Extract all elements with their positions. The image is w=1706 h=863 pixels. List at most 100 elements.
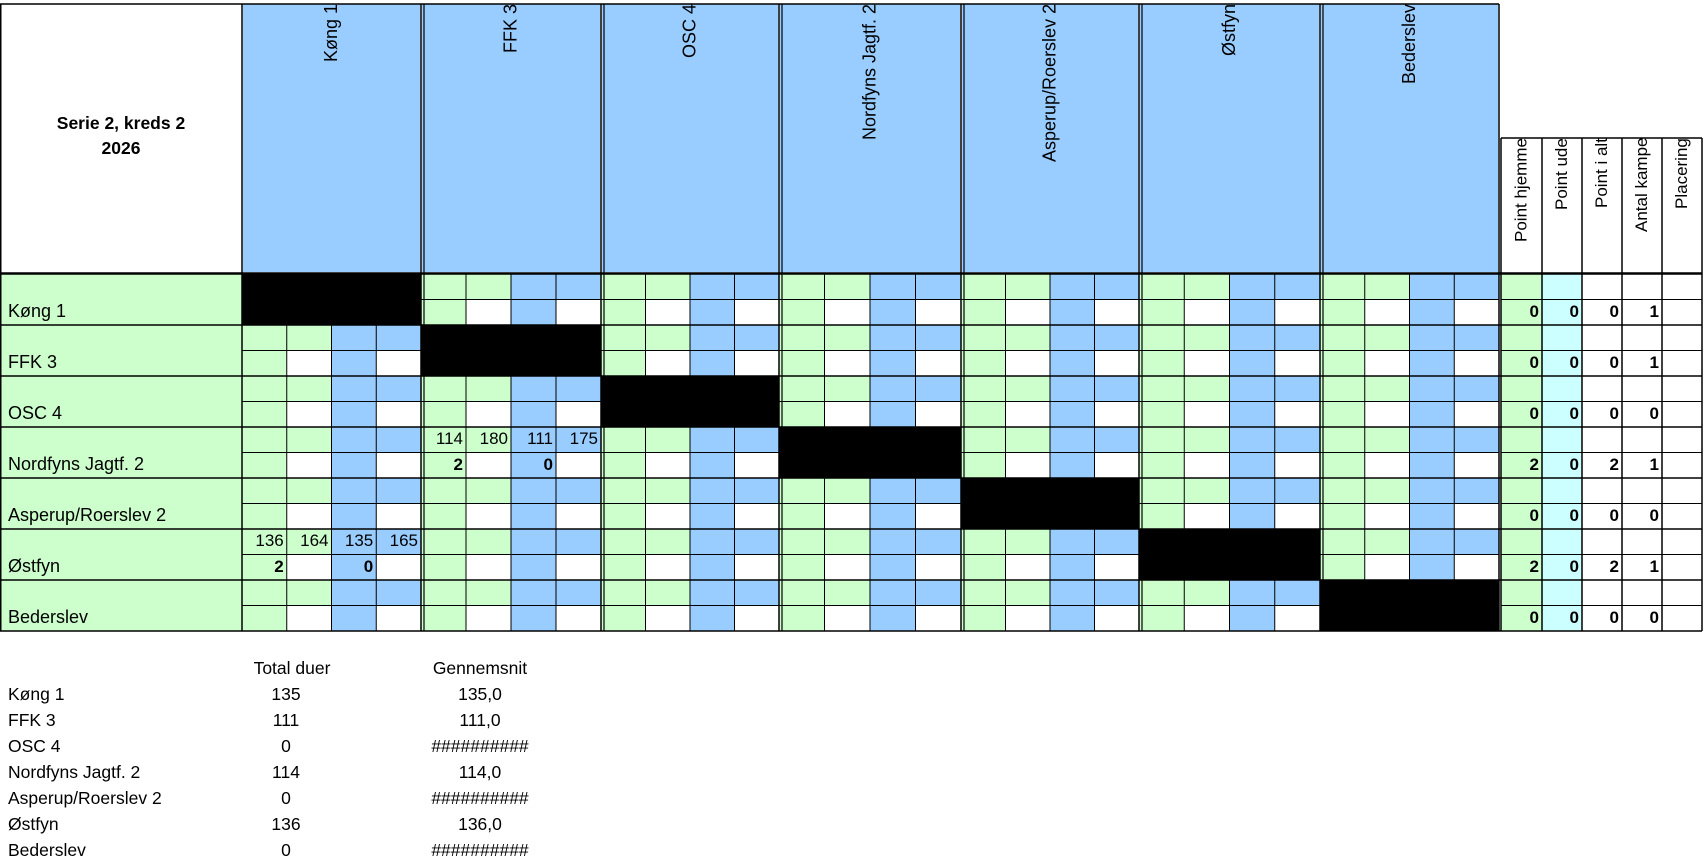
- score-cell: [1184, 325, 1230, 351]
- points-cell: [734, 350, 779, 376]
- stat-value-ude[interactable]: 0: [1569, 607, 1579, 627]
- stat-header: Point ude: [1552, 138, 1571, 210]
- diagonal-block: [1320, 580, 1499, 631]
- score-cell: [1094, 376, 1139, 402]
- stat-value-i_alt[interactable]: 0: [1609, 403, 1619, 423]
- match-score[interactable]: 165: [389, 531, 418, 550]
- score-cell: [779, 478, 825, 504]
- match-points[interactable]: [556, 453, 601, 479]
- points-cell: [690, 605, 735, 631]
- stat-value-i_alt[interactable]: 2: [1609, 454, 1619, 474]
- column-header-team: Bederslev: [1399, 4, 1419, 85]
- match-score[interactable]: 175: [569, 429, 598, 448]
- points-cell: [645, 503, 690, 529]
- stat-value-hjemme[interactable]: 2: [1529, 454, 1539, 474]
- score-cell: [1094, 529, 1139, 555]
- match-points[interactable]: [287, 555, 332, 581]
- match-score[interactable]: 114: [435, 429, 463, 448]
- score-cell: [1454, 427, 1499, 453]
- points-cell: [1050, 299, 1095, 325]
- score-cell: [824, 274, 870, 300]
- score-cell: [1364, 529, 1410, 555]
- stat-value-hjemme[interactable]: 0: [1529, 403, 1539, 423]
- stat-value-i_alt[interactable]: 0: [1609, 301, 1619, 321]
- stat-value-i_alt[interactable]: 2: [1609, 556, 1619, 576]
- points-cell: [286, 503, 332, 529]
- match-score[interactable]: 111: [527, 429, 553, 448]
- match-points[interactable]: 0: [543, 454, 553, 474]
- stat-value-ude[interactable]: 0: [1569, 301, 1579, 321]
- points-cell: [1229, 605, 1275, 631]
- stat-value-i_alt[interactable]: 0: [1609, 505, 1619, 525]
- stat-value-kampe[interactable]: 1: [1649, 301, 1659, 321]
- score-cell: [376, 529, 421, 555]
- match-points[interactable]: [466, 453, 511, 479]
- stat-value-i_alt[interactable]: 0: [1609, 352, 1619, 372]
- match-points[interactable]: 2: [274, 556, 284, 576]
- match-score[interactable]: 164: [300, 531, 329, 550]
- match-points[interactable]: [376, 555, 421, 581]
- stat-value-placering[interactable]: [1662, 555, 1702, 581]
- match-score[interactable]: 180: [479, 429, 508, 448]
- score-cell: [1094, 580, 1139, 606]
- points-cell: [601, 350, 646, 376]
- stat-value-kampe[interactable]: 0: [1649, 607, 1659, 627]
- stat-value-ude[interactable]: 0: [1569, 556, 1579, 576]
- score-cell: [1320, 427, 1365, 453]
- score-cell: [286, 376, 332, 402]
- stat-value-ude[interactable]: 0: [1569, 505, 1579, 525]
- stat-value-kampe[interactable]: 1: [1649, 556, 1659, 576]
- points-cell: [1184, 401, 1230, 427]
- stat-value-placering[interactable]: [1662, 351, 1702, 377]
- points-cell: [870, 503, 916, 529]
- score-cell: [556, 427, 601, 453]
- points-cell: [690, 350, 735, 376]
- points-cell: [734, 452, 779, 478]
- points-cell: [645, 452, 690, 478]
- score-cell: [1094, 274, 1139, 300]
- stat-header: Point i alt: [1592, 138, 1611, 208]
- stat-value-placering[interactable]: [1662, 402, 1702, 428]
- stat-value-hjemme[interactable]: 0: [1529, 301, 1539, 321]
- row-header-team: FFK 3: [8, 352, 58, 372]
- score-cell: [466, 376, 511, 402]
- match-points[interactable]: 2: [453, 454, 463, 474]
- match-score[interactable]: 136: [255, 531, 284, 550]
- stat-value-kampe[interactable]: 0: [1649, 505, 1659, 525]
- points-cell: [915, 350, 961, 376]
- stat-value-hjemme[interactable]: 2: [1529, 556, 1539, 576]
- points-cell: [915, 503, 961, 529]
- stat-value-i_alt[interactable]: 0: [1609, 607, 1619, 627]
- score-cell: [331, 580, 377, 606]
- stat-value-hjemme[interactable]: 0: [1529, 505, 1539, 525]
- stat-value-placering[interactable]: [1662, 300, 1702, 326]
- score-cell: [421, 376, 466, 402]
- score-cell: [1229, 580, 1275, 606]
- stat-value-hjemme[interactable]: 0: [1529, 607, 1539, 627]
- points-cell: [824, 605, 870, 631]
- points-cell: [242, 350, 287, 376]
- points-cell: [1274, 350, 1320, 376]
- score-cell: [1229, 427, 1275, 453]
- score-cell: [779, 274, 825, 300]
- points-cell: [961, 605, 1006, 631]
- score-cell: [915, 580, 961, 606]
- points-cell: [1184, 350, 1230, 376]
- stat-value-ude[interactable]: 0: [1569, 454, 1579, 474]
- stat-value-kampe[interactable]: 1: [1649, 352, 1659, 372]
- stat-value-ude[interactable]: 0: [1569, 352, 1579, 372]
- stat-value-hjemme[interactable]: 0: [1529, 352, 1539, 372]
- stat-value-placering[interactable]: [1662, 453, 1702, 479]
- stat-value-ude[interactable]: 0: [1569, 403, 1579, 423]
- match-score[interactable]: 135: [344, 531, 374, 550]
- score-cell: [1274, 376, 1320, 402]
- stat-value-placering[interactable]: [1662, 606, 1702, 632]
- match-points[interactable]: 0: [363, 556, 374, 576]
- stat-value-kampe[interactable]: 0: [1649, 403, 1659, 423]
- diagonal-block: [1139, 529, 1320, 580]
- score-cell: [1005, 427, 1050, 453]
- score-cell: [1229, 478, 1275, 504]
- stat-value-placering[interactable]: [1662, 504, 1702, 530]
- stat-value-kampe[interactable]: 1: [1649, 454, 1659, 474]
